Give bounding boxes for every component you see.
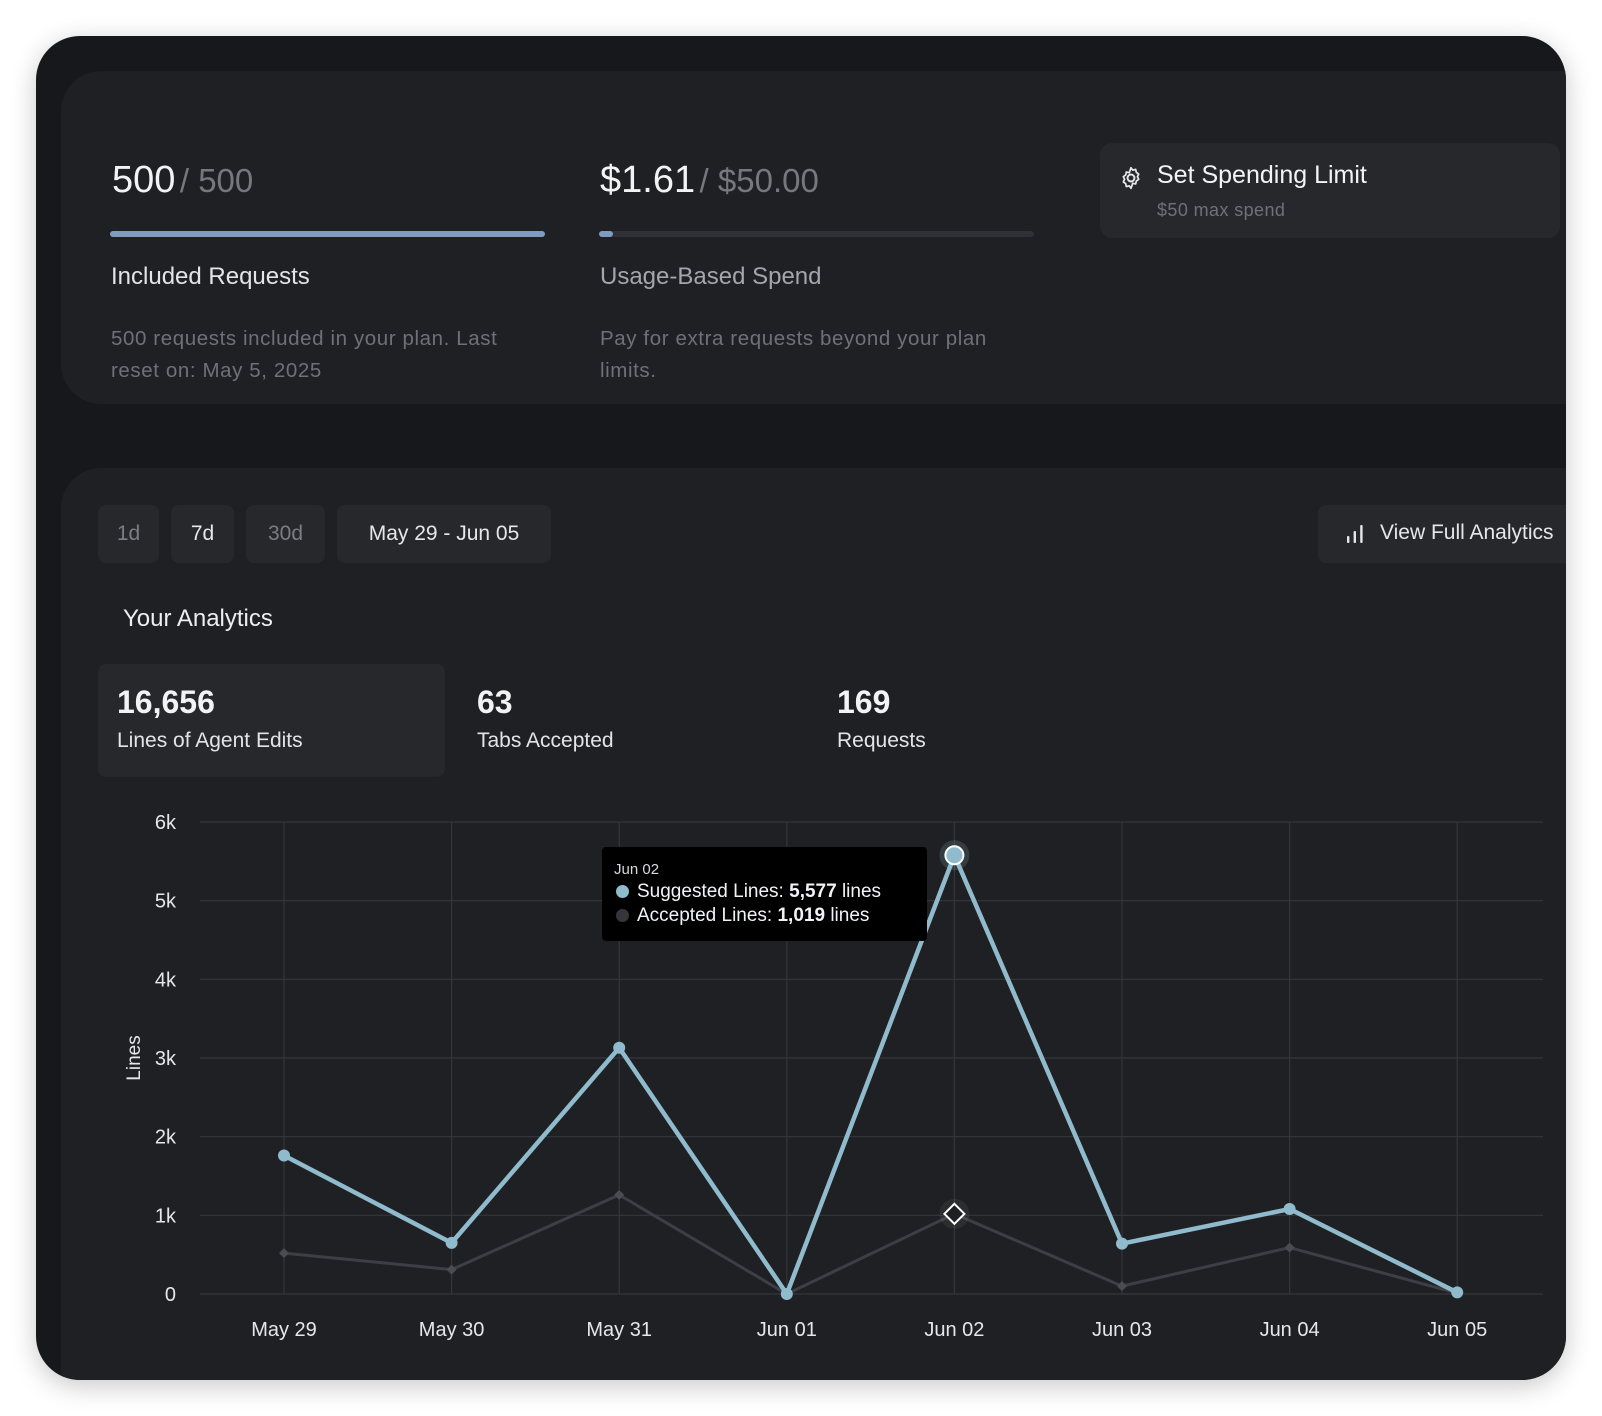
tooltip-value: 5,577	[789, 881, 837, 902]
stat-label: Tabs Accepted	[477, 729, 614, 752]
suggested-point	[1116, 1237, 1128, 1250]
usage-spend-description: Pay for extra requests beyond your plan …	[600, 327, 987, 382]
included-requests-description: 500 requests included in your plan. Last…	[111, 327, 498, 382]
y-tick-label: 1k	[155, 1205, 177, 1227]
x-tick-label: May 30	[419, 1319, 485, 1341]
usage-spend-progress	[599, 231, 1034, 237]
tooltip-label: Suggested Lines:	[637, 881, 784, 902]
tooltip-value: 1,019	[777, 905, 826, 926]
suggested-legend-dot	[616, 885, 629, 898]
range-30d-label: 30d	[267, 522, 304, 545]
range-7d-button[interactable]: 7d	[171, 505, 234, 563]
max-spend-label: $50 max spend	[1157, 200, 1286, 220]
accepted-lines-series	[283, 1193, 1458, 1296]
stat-label: Requests	[837, 729, 926, 752]
y-tick-label: 3k	[155, 1048, 177, 1070]
y-tick-label: 4k	[155, 969, 177, 991]
suggested-lines-series	[282, 853, 1459, 1297]
accepted-point	[1117, 1281, 1127, 1292]
accepted-point	[279, 1248, 289, 1259]
accepted-legend-dot	[616, 909, 629, 922]
suggested-point-highlight	[944, 845, 965, 866]
included-requests-limit: / 500	[179, 162, 254, 199]
included-requests-title: Included Requests	[111, 263, 310, 290]
suggested-point	[1451, 1286, 1464, 1299]
app-window: 500 / 500 Included Requests 500 requests…	[36, 36, 1566, 1380]
x-tick-label: May 31	[586, 1319, 652, 1341]
usage-card: 500 / 500 Included Requests 500 requests…	[61, 71, 1566, 404]
view-full-analytics-label: View Full Analytics	[1380, 521, 1554, 544]
bar-chart-icon	[1347, 525, 1363, 543]
y-axis-label: Lines	[124, 1035, 145, 1080]
stat-value: 16,656	[117, 684, 215, 720]
included-requests-progress	[110, 231, 545, 237]
x-tick-label: Jun 04	[1260, 1319, 1320, 1341]
range-1d-label: 1d	[116, 522, 141, 545]
stat-tabs-accepted[interactable]: 63 Tabs Accepted	[458, 664, 805, 777]
usage-spend-limit: / $50.00	[699, 162, 819, 199]
usage-spend-progress-fill	[599, 231, 613, 237]
stat-value: 63	[477, 684, 513, 720]
suggested-point	[613, 1041, 626, 1054]
usage-spend-value: $1.61	[600, 159, 696, 201]
view-full-analytics-button[interactable]: View Full Analytics	[1318, 505, 1566, 563]
range-30d-button[interactable]: 30d	[246, 505, 325, 563]
set-spending-limit-button[interactable]: Set Spending Limit $50 max spend	[1100, 143, 1560, 238]
chart-tooltip: Jun 02 Suggested Lines: 5,577 lines Acce…	[602, 847, 927, 941]
gear-icon	[1122, 166, 1140, 190]
tooltip-unit: lines	[841, 881, 882, 902]
included-requests-progress-fill	[110, 231, 545, 237]
suggested-point	[1283, 1203, 1296, 1216]
x-tick-label: Jun 01	[757, 1319, 817, 1341]
stat-label: Lines of Agent Edits	[117, 729, 303, 752]
range-1d-button[interactable]: 1d	[98, 505, 159, 563]
tooltip-label: Accepted Lines:	[637, 905, 773, 926]
x-tick-label: May 29	[251, 1319, 317, 1341]
y-tick-label: 2k	[155, 1127, 177, 1149]
tooltip-date: Jun 02	[614, 861, 660, 878]
accepted-point	[1284, 1242, 1295, 1253]
included-requests-value: 500	[112, 159, 176, 201]
date-range-picker[interactable]: May 29 - Jun 05	[337, 505, 551, 563]
included-requests-metric: 500 / 500	[112, 159, 547, 202]
y-tick-label: 5k	[155, 891, 177, 913]
stat-lines-of-agent-edits[interactable]: 16,656 Lines of Agent Edits	[98, 664, 445, 777]
tooltip-row-accepted: Accepted Lines: 1,019 lines	[616, 905, 869, 927]
suggested-point	[780, 1288, 793, 1300]
stat-value: 169	[837, 684, 891, 720]
analytics-title: Your Analytics	[123, 605, 273, 632]
x-tick-label: Jun 02	[924, 1319, 984, 1341]
tooltip-unit: lines	[830, 905, 870, 926]
range-7d-label: 7d	[190, 522, 215, 545]
suggested-point	[278, 1149, 290, 1162]
stat-requests[interactable]: 169 Requests	[818, 664, 1165, 777]
accepted-point	[446, 1264, 457, 1275]
suggested-point	[445, 1236, 458, 1249]
date-range-label: May 29 - Jun 05	[368, 522, 520, 545]
accepted-point	[614, 1189, 625, 1200]
x-tick-label: Jun 05	[1427, 1319, 1487, 1341]
tooltip-row-suggested: Suggested Lines: 5,577 lines	[616, 881, 881, 903]
y-tick-label: 0	[165, 1284, 176, 1306]
set-spending-limit-label: Set Spending Limit	[1157, 161, 1367, 189]
accepted-point-highlight	[942, 1202, 966, 1226]
usage-spend-metric: $1.61 / $50.00	[600, 159, 1035, 202]
y-tick-label: 6k	[155, 812, 177, 834]
x-tick-label: Jun 03	[1092, 1319, 1152, 1341]
usage-spend-title: Usage-Based Spend	[600, 263, 822, 290]
